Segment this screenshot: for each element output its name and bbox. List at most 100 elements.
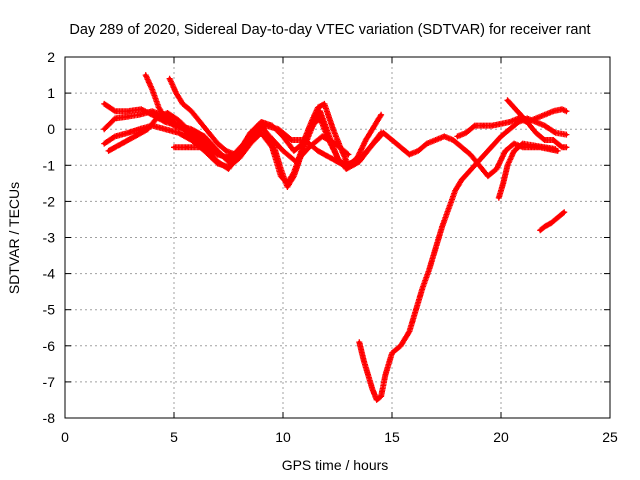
data-point [390, 351, 394, 355]
data-point [532, 143, 536, 147]
data-point [512, 142, 516, 146]
data-point [150, 87, 154, 92]
data-point [460, 145, 464, 149]
x-tick-label: 10 [275, 429, 291, 445]
data-point [285, 181, 289, 185]
y-tick-label: -1 [43, 157, 56, 173]
data-point [543, 145, 547, 149]
data-point [250, 134, 255, 138]
data-point [434, 246, 438, 250]
data-point [495, 167, 499, 171]
data-point [216, 161, 220, 166]
data-point [362, 152, 366, 157]
data-point [505, 98, 510, 102]
data-point [370, 387, 374, 391]
data-point [176, 131, 180, 135]
data-point [207, 131, 211, 135]
data-point [420, 286, 425, 290]
data-point [329, 156, 333, 160]
data-point [447, 207, 451, 211]
data-point [551, 109, 555, 113]
data-point [407, 152, 411, 157]
y-tick-label: 1 [47, 85, 55, 101]
data-point [464, 131, 468, 135]
data-point [543, 113, 547, 117]
data-point [534, 116, 538, 120]
data-point [194, 131, 198, 135]
series-track-11 [495, 140, 559, 201]
data-point [373, 124, 377, 128]
data-point [172, 145, 176, 149]
x-tick-label: 0 [61, 429, 69, 445]
data-point [353, 160, 357, 164]
data-point [303, 138, 307, 142]
data-point [139, 107, 143, 111]
data-point [226, 165, 231, 169]
data-point [237, 156, 241, 160]
y-tick-label: 0 [47, 121, 55, 137]
data-point [146, 127, 150, 131]
data-point [512, 105, 516, 110]
series-markers [537, 209, 568, 234]
data-point [442, 134, 446, 138]
y-tick-label: -3 [43, 230, 56, 246]
series-markers [356, 115, 570, 403]
data-point [346, 152, 350, 157]
data-point [318, 109, 322, 113]
series-track-13 [537, 209, 568, 234]
data-point [294, 160, 298, 164]
data-point [503, 149, 507, 153]
data-point [399, 344, 403, 348]
data-point [551, 138, 555, 142]
y-tick-label: -5 [43, 302, 56, 318]
data-point [176, 118, 180, 122]
data-point [102, 102, 106, 106]
data-point [172, 124, 176, 128]
data-point [543, 124, 547, 128]
data-point [211, 149, 215, 153]
data-point [292, 170, 296, 175]
data-point [344, 167, 348, 171]
data-point [434, 138, 438, 142]
data-point [543, 225, 547, 229]
data-point [189, 109, 193, 113]
data-point [165, 111, 170, 115]
data-point [564, 133, 569, 137]
data-point [519, 113, 523, 117]
data-point [342, 163, 346, 167]
data-point [362, 358, 366, 362]
data-point [198, 120, 202, 124]
data-point [270, 145, 274, 149]
data-point [492, 142, 497, 146]
data-point [516, 120, 521, 124]
series-track-10 [504, 97, 570, 151]
data-point [144, 73, 148, 77]
data-point [150, 109, 154, 113]
data-point [226, 160, 231, 164]
data-point [113, 134, 117, 138]
data-point [460, 178, 464, 182]
data-point [181, 102, 185, 106]
y-tick-label: -4 [43, 266, 56, 282]
data-point [318, 116, 322, 120]
data-point [505, 163, 510, 167]
data-point [425, 142, 429, 146]
data-point [301, 145, 305, 149]
series-track-7 [171, 122, 358, 169]
data-point [264, 124, 268, 128]
data-point [383, 373, 388, 377]
data-point [163, 116, 167, 120]
y-tick-label: -8 [43, 410, 56, 426]
data-point [560, 145, 564, 149]
data-point [379, 113, 383, 117]
data-point [556, 149, 560, 153]
data-point [564, 145, 569, 149]
data-point [189, 138, 193, 142]
data-point [155, 116, 159, 120]
data-point [157, 105, 161, 110]
data-point [277, 127, 281, 131]
data-point [168, 77, 172, 81]
x-tick-label: 5 [170, 429, 178, 445]
data-point [399, 145, 403, 149]
